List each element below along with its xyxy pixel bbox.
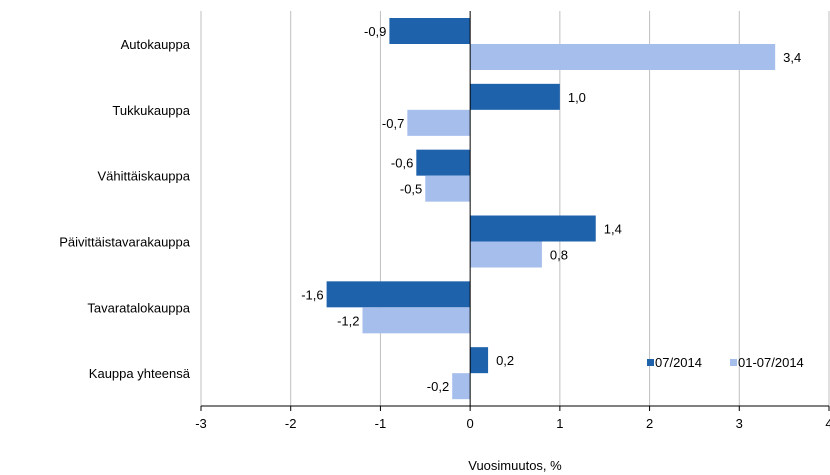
data-label: -0,6 [391,156,413,171]
data-label: 0,8 [550,248,568,263]
data-labels: -0,9 3,4 1,0 -0,7 -0,6 -0,5 1,4 0,8 -1,6 -1,2 0,2 -… [301,24,801,394]
x-tick-label: 3 [736,416,743,431]
data-label: -0,5 [400,182,422,197]
data-label: 3,4 [783,50,801,65]
x-tick-label: -1 [375,416,387,431]
x-tick-label: 0 [467,416,474,431]
legend-swatch [647,359,654,366]
data-label: -0,7 [382,116,404,131]
category-label: Tukkukauppa [112,103,190,118]
bar-vahittaiskauppa-01-07-2014 [425,175,471,202]
legend-swatch [730,359,737,366]
bar-paivittaistavarakauppa-07-2014 [470,215,596,242]
category-labels: Autokauppa Tukkukauppa Vähittäiskauppa Päiv… [59,37,191,381]
legend-label: 01-07/2014 [738,355,804,370]
category-label: Vähittäiskauppa [97,169,190,184]
data-label: 1,0 [568,90,586,105]
bar-tavaratalokauppa-07-2014 [326,281,471,308]
x-tick-label: -3 [195,416,207,431]
legend-label: 07/2014 [655,355,702,370]
bar-paivittaistavarakauppa-01-07-2014 [470,241,542,268]
bar-tukkukauppa-07-2014 [470,83,560,110]
category-label: Autokauppa [121,37,191,52]
bar-vahittaiskauppa-07-2014 [416,149,471,176]
data-label: -0,2 [427,379,449,394]
bar-kauppa-yhteensa-07-2014 [470,347,489,374]
bar-tukkukauppa-01-07-2014 [407,109,471,136]
category-label: Kauppa yhteensä [89,366,191,381]
bar-tavaratalokauppa-01-07-2014 [362,307,471,334]
bars [326,18,776,400]
data-label: -0,9 [364,24,386,39]
data-label: 1,4 [604,222,622,237]
x-tick-label: 1 [556,416,563,431]
x-axis-ticks: -3 -2 -1 0 1 2 3 4 [195,406,830,431]
bar-autokauppa-01-07-2014 [470,44,776,70]
x-tick-label: 4 [825,416,830,431]
category-label: Tavaratalokauppa [87,300,190,315]
bar-autokauppa-07-2014 [389,18,471,44]
data-label: 0,2 [496,353,514,368]
x-axis-title: Vuosimuutos, % [468,458,562,473]
legend: 07/2014 01-07/2014 [647,355,804,370]
bar-kauppa-yhteensa-01-07-2014 [452,373,471,400]
data-label: -1,6 [301,287,323,302]
x-tick-label: 2 [646,416,653,431]
x-tick-label: -2 [285,416,297,431]
data-label: -1,2 [337,313,359,328]
gridlines [200,11,830,406]
category-label: Päivittäistavarakauppa [59,234,191,249]
